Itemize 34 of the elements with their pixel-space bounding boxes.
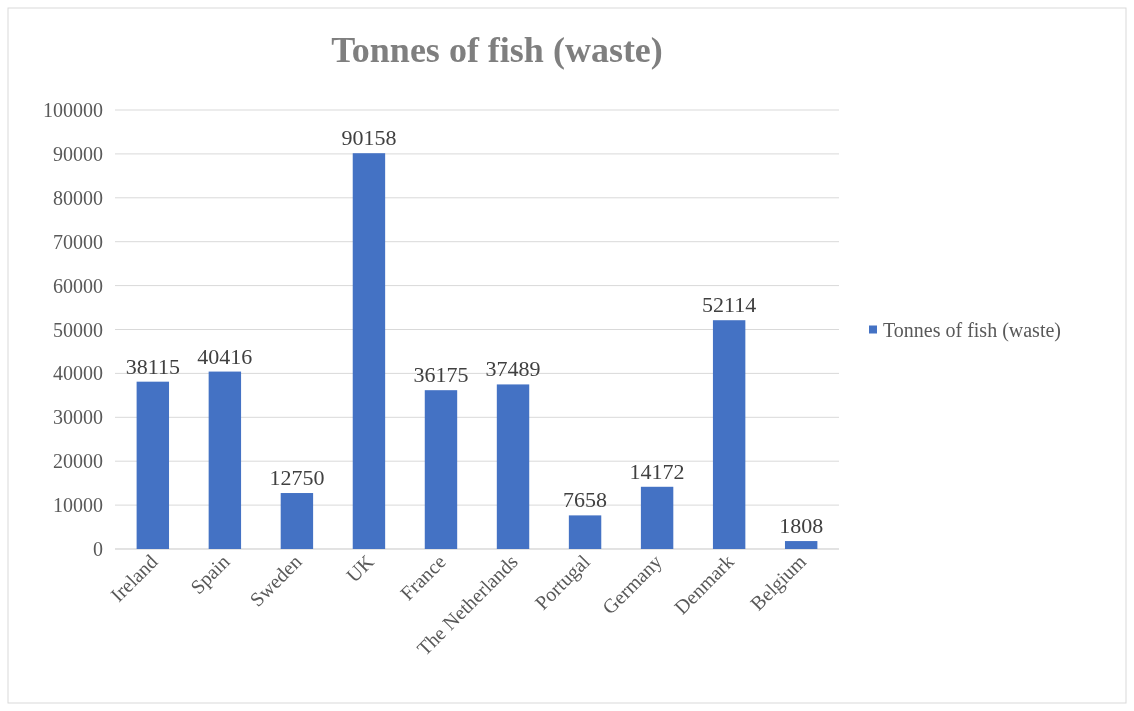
- data-label: 7658: [563, 487, 608, 513]
- data-label: 14172: [629, 458, 685, 484]
- bar: [280, 493, 314, 549]
- data-label: 38115: [125, 353, 180, 379]
- y-tick-label: 60000: [53, 274, 103, 297]
- data-label: 40416: [197, 343, 253, 369]
- bar: [352, 153, 386, 549]
- x-tick-label: UK: [341, 549, 379, 587]
- data-label: 12750: [269, 465, 325, 491]
- y-tick-label: 20000: [53, 450, 103, 473]
- data-label: 1808: [779, 513, 824, 539]
- y-tick-label: 80000: [53, 186, 103, 209]
- chart-title: Tonnes of fish (waste): [331, 30, 663, 70]
- y-tick-label: 40000: [53, 362, 103, 385]
- bar: [712, 320, 746, 549]
- y-tick-label: 90000: [53, 142, 103, 165]
- y-tick-label: 50000: [53, 318, 103, 341]
- y-tick-label: 100000: [43, 99, 103, 121]
- data-label: 90158: [341, 125, 397, 151]
- bar: [424, 390, 458, 549]
- y-tick-label: 30000: [53, 406, 103, 429]
- y-tick-label: 10000: [53, 494, 103, 517]
- legend-label: Tonnes of fish (waste): [883, 318, 1061, 342]
- bar: [136, 381, 170, 549]
- bar: [208, 371, 242, 549]
- bar: [568, 515, 602, 549]
- y-tick-label: 70000: [53, 230, 103, 253]
- data-label: 36175: [413, 362, 469, 388]
- bar: [640, 486, 674, 549]
- data-label: 37489: [485, 356, 541, 382]
- bar: [784, 541, 818, 549]
- y-tick-label: 0: [93, 538, 103, 560]
- data-label: 52114: [702, 292, 757, 318]
- bar: [496, 384, 530, 549]
